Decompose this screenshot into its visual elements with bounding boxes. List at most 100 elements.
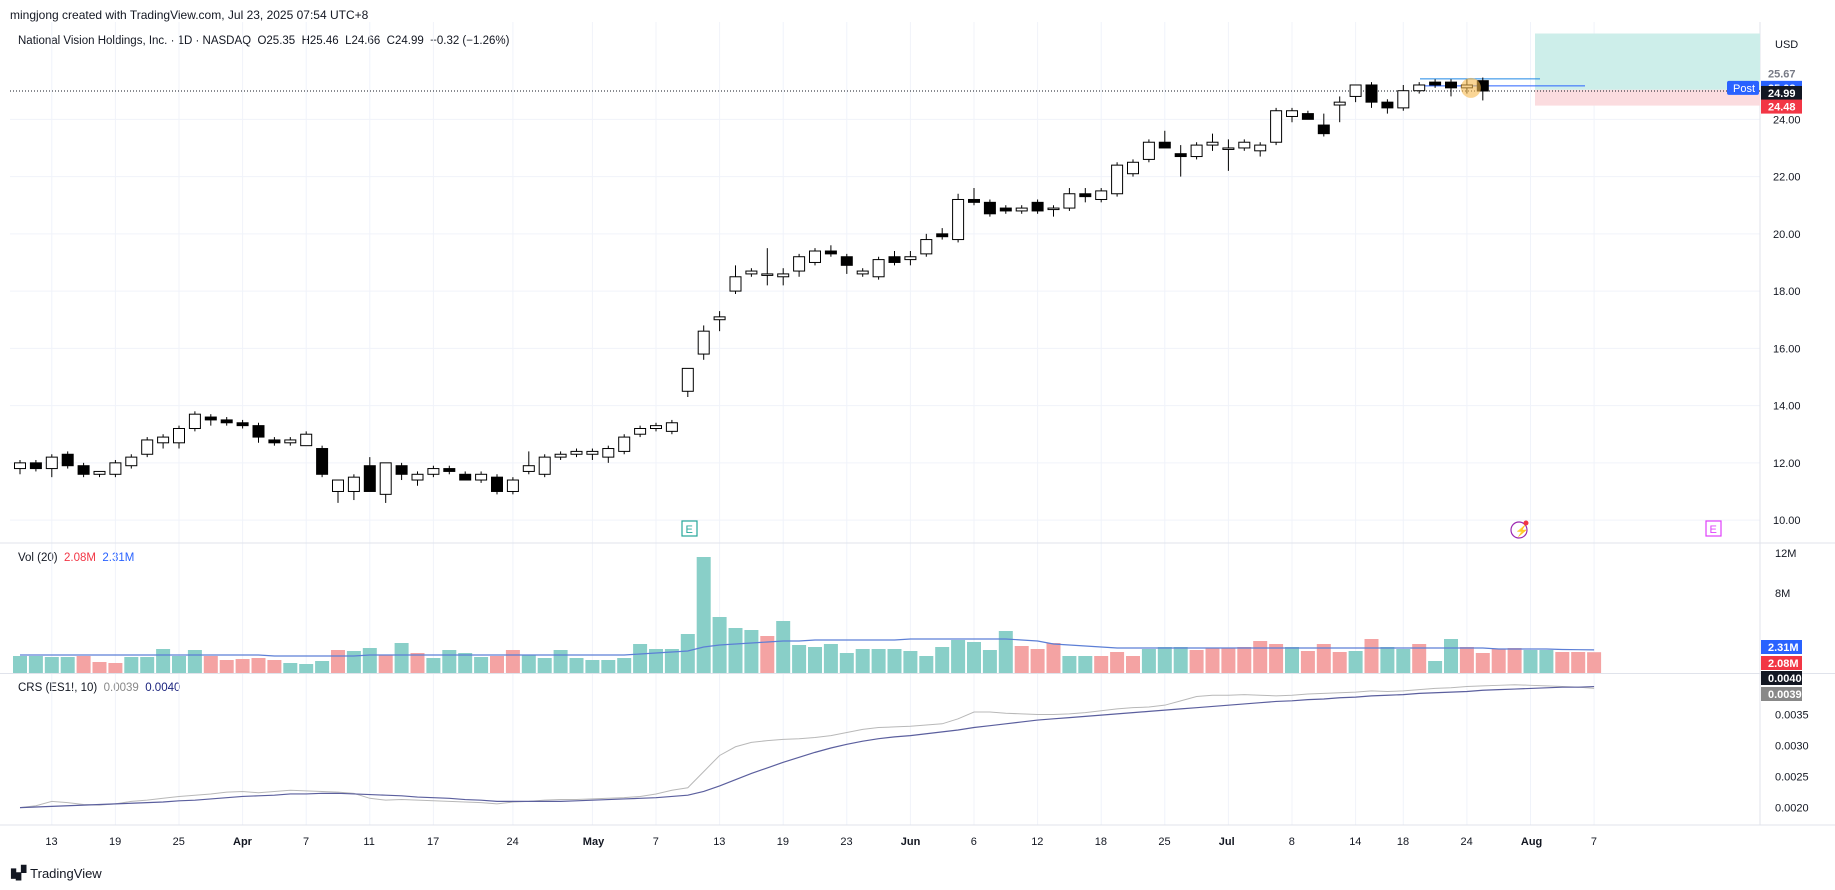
volume-bar xyxy=(967,642,981,673)
volume-bar xyxy=(521,655,536,673)
candle-body xyxy=(1095,190,1108,200)
candle-body xyxy=(824,250,837,255)
candle-body xyxy=(1127,161,1139,175)
volume-bar xyxy=(792,645,807,673)
volume-bar xyxy=(378,655,393,673)
candle-body xyxy=(379,462,392,495)
volume-bar xyxy=(124,657,139,673)
candle-body xyxy=(1301,113,1314,120)
time-tick-label: 23 xyxy=(840,836,852,848)
volume-bar xyxy=(474,657,489,673)
candle-body xyxy=(1286,110,1298,117)
crs-ma-tag: 0.0040 xyxy=(1761,671,1802,685)
candle-body xyxy=(840,256,853,266)
time-tick-label: 25 xyxy=(173,836,185,848)
candle-body xyxy=(1349,84,1362,97)
candle-body xyxy=(427,468,440,475)
volume-bar xyxy=(569,658,584,673)
stop-price-tag: 24.48 xyxy=(1761,99,1802,114)
volume-bar xyxy=(1014,646,1029,673)
candle-body xyxy=(1445,81,1457,89)
volume-bar xyxy=(744,630,759,673)
candle-body xyxy=(1317,124,1330,135)
candle-body xyxy=(665,422,678,432)
open-value: O25.35 xyxy=(257,35,296,47)
volume-bar xyxy=(1110,652,1125,673)
currency-label: USD xyxy=(1775,39,1798,51)
time-tick-label: 13 xyxy=(45,836,57,848)
close-value: C24.99 xyxy=(386,35,424,47)
candle-body xyxy=(713,316,726,321)
candle-body xyxy=(1381,101,1394,109)
time-tick-label: 7 xyxy=(303,836,309,848)
volume-bar xyxy=(28,656,43,673)
flash-icon-circle xyxy=(1510,521,1528,539)
volume-legend: Vol (20) 2.08M 2.31M xyxy=(18,552,134,564)
volume-ma-line xyxy=(20,638,1595,657)
volume-bar xyxy=(1412,644,1427,673)
price-tick-label: 24.00 xyxy=(1773,114,1801,126)
candle-body xyxy=(570,450,583,455)
crs-ma-tag-bg xyxy=(1761,671,1802,685)
candle-body xyxy=(999,207,1012,212)
volume-bar xyxy=(1571,652,1586,673)
volume-bar xyxy=(1475,653,1490,673)
volume-bar xyxy=(362,648,377,673)
price-tick-label: 18.00 xyxy=(1773,286,1801,298)
volume-tick-label: 12M xyxy=(1775,548,1796,560)
candle-body xyxy=(681,367,694,392)
last-price-tag-text: 24.99 xyxy=(1768,88,1796,100)
candle-body xyxy=(777,273,790,278)
candle-body xyxy=(204,416,217,421)
candle-body xyxy=(1063,193,1076,209)
volume-bar xyxy=(1507,648,1522,673)
time-tick-label: 8 xyxy=(1289,836,1295,848)
volume-tick-label: 8M xyxy=(1775,588,1790,600)
time-tick-label: 18 xyxy=(1397,836,1409,848)
time-tick-label: 7 xyxy=(653,836,659,848)
candle-body xyxy=(395,465,408,475)
volume-bar xyxy=(601,660,616,673)
price-tick-label: 12.00 xyxy=(1773,458,1801,470)
candle-body xyxy=(220,419,233,424)
candle-body xyxy=(506,479,519,492)
brand-name: TradingView xyxy=(30,865,102,881)
post-badge-label: Post xyxy=(1733,83,1755,95)
time-tick-label: 19 xyxy=(109,836,121,848)
candle-body xyxy=(793,256,806,272)
volume-bar xyxy=(283,663,298,673)
candle-body xyxy=(1190,144,1203,158)
crs-ma-tag-text: 0.0040 xyxy=(1768,673,1802,685)
volume-ma-tag-bg xyxy=(1761,640,1802,654)
tv-logo-icon: ▮▞ xyxy=(10,865,26,880)
volume-bar xyxy=(1157,647,1172,673)
crs-ma-value: 0.0040 xyxy=(145,682,181,694)
change-value: −0.32 (−1.26%) xyxy=(430,35,510,47)
volume-bar xyxy=(1062,656,1077,673)
flash-icon-dot xyxy=(1523,520,1529,526)
crs-tick-label: 0.0025 xyxy=(1775,772,1809,784)
candle-body xyxy=(109,462,122,475)
candles xyxy=(14,77,1489,503)
upcoming-earnings-label: E xyxy=(1710,524,1717,536)
volume-bar xyxy=(1459,647,1474,673)
upcoming-earnings-icon: E xyxy=(1705,520,1722,537)
volume-bar xyxy=(855,649,870,673)
candle-body xyxy=(586,450,599,455)
candle-body xyxy=(856,270,869,275)
candle-body xyxy=(173,427,185,444)
time-tick-label: 18 xyxy=(1095,836,1107,848)
volume-bar xyxy=(251,658,266,673)
post-market-badge: Post xyxy=(1727,80,1759,95)
volume-bar xyxy=(696,557,711,673)
volume-bar xyxy=(617,658,632,673)
volume-bar xyxy=(1285,647,1299,673)
last-price-tag-bg xyxy=(1761,85,1802,100)
volume-bar xyxy=(1126,656,1140,673)
candle-body xyxy=(14,462,26,470)
candle-body xyxy=(1111,164,1124,195)
volume-bar xyxy=(1030,649,1045,673)
candle-body xyxy=(634,427,647,435)
candle-body xyxy=(236,422,249,427)
